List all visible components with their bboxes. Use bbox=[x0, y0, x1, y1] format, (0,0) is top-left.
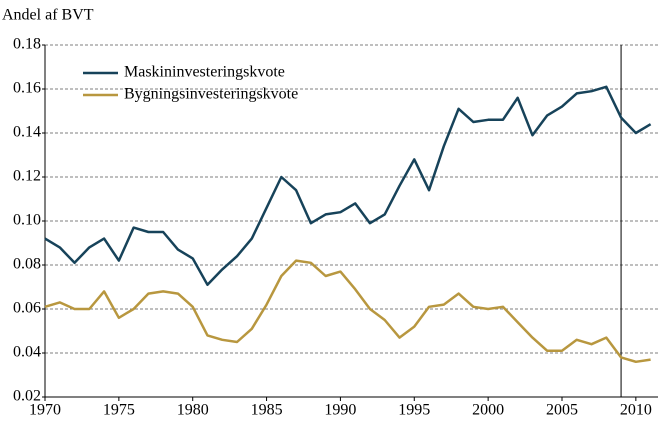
y-tick-label: 0.04 bbox=[13, 344, 41, 361]
y-tick-label: 0.02 bbox=[13, 388, 41, 405]
x-tick-label: 1970 bbox=[29, 402, 61, 419]
line-series bbox=[44, 85, 652, 287]
line-series bbox=[44, 259, 651, 364]
y-axis-label: Andel af BVT bbox=[2, 7, 94, 24]
legend-label: Bygningsinvesteringskvote bbox=[124, 86, 298, 103]
x-tick-label: 1995 bbox=[398, 402, 430, 419]
x-tick-label: 2000 bbox=[472, 402, 504, 419]
x-tick-label: 2010 bbox=[620, 402, 652, 419]
legend-label: Maskininvesteringskvote bbox=[124, 64, 285, 81]
y-tick-label: 0.18 bbox=[13, 36, 41, 53]
y-tick-label: 0.10 bbox=[13, 212, 41, 229]
y-tick-label: 0.14 bbox=[13, 124, 41, 141]
x-tick-label: 2005 bbox=[546, 402, 578, 419]
x-tick-label: 1975 bbox=[103, 402, 135, 419]
x-tick-label: 1990 bbox=[324, 402, 356, 419]
y-tick-label: 0.12 bbox=[13, 168, 41, 185]
x-tick-label: 1985 bbox=[251, 402, 283, 419]
y-tick-label: 0.08 bbox=[13, 256, 41, 273]
y-tick-label: 0.16 bbox=[13, 80, 41, 97]
y-tick-label: 0.06 bbox=[13, 300, 41, 317]
x-tick-label: 1980 bbox=[177, 402, 209, 419]
